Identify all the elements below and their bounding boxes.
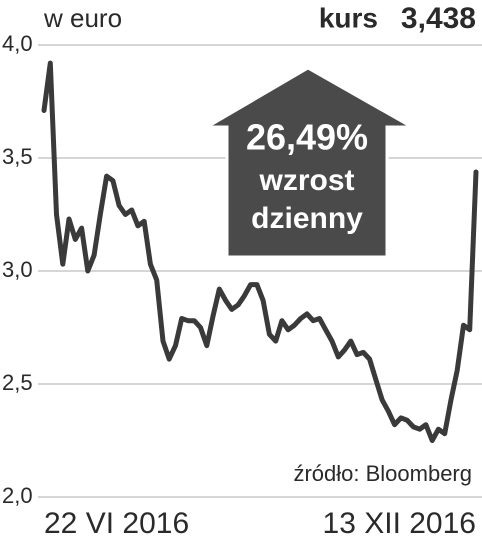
y-tick-label: 3,0 — [2, 257, 33, 282]
price-line — [41, 60, 479, 443]
unit-label: w euro — [43, 3, 122, 33]
annotation-percent: 26,49% — [246, 117, 368, 158]
y-tick-label: 2,0 — [2, 483, 33, 508]
x-tick-label: 13 XII 2016 — [323, 507, 476, 540]
y-tick-label: 3,5 — [2, 144, 33, 169]
price-value: 3,438 — [401, 2, 476, 35]
annotation-text: wzrost — [258, 164, 354, 197]
source: źródło: Bloomberg — [293, 461, 472, 486]
y-tick-label: 4,0 — [2, 31, 33, 56]
x-tick-label: 22 VI 2016 — [44, 507, 189, 540]
y-tick-label: 2,5 — [2, 370, 33, 395]
price-label: kurs — [319, 2, 378, 33]
plot-area: 2,0 2,5 3,0 3,5 4,0 22 VI 2016 13 XII 2016 — [2, 31, 482, 540]
annotation-text: dzienny — [251, 202, 363, 235]
annotation-arrow — [201, 66, 418, 259]
